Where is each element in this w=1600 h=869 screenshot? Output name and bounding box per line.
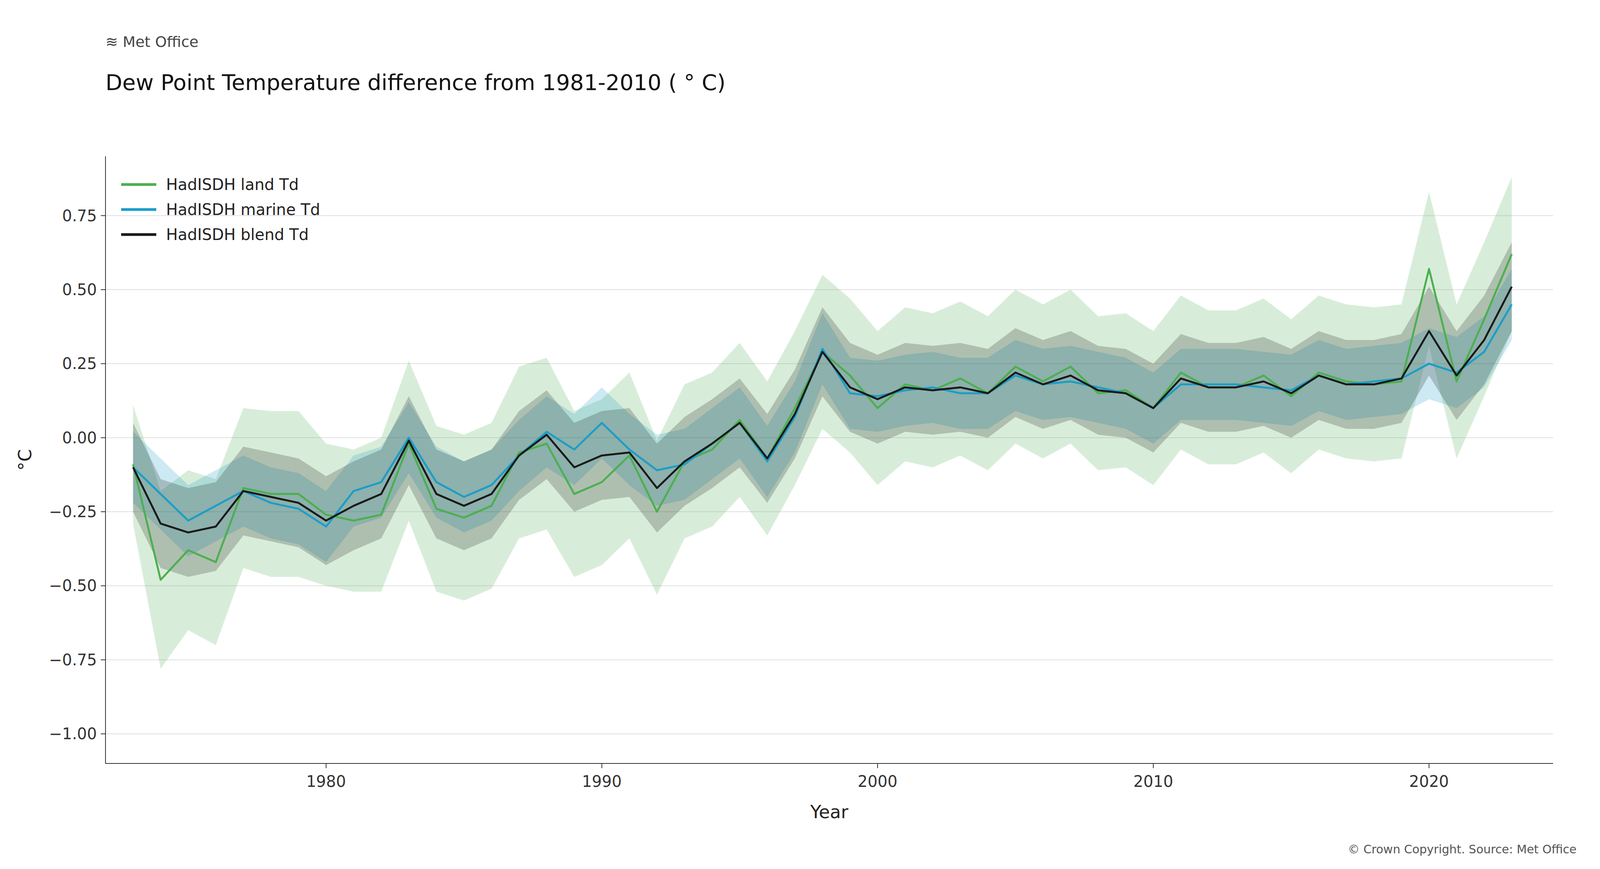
x-axis-line [105, 762, 1554, 764]
chart: ≋ Met Office Dew Point Temperature differ… [0, 0, 1600, 869]
legend-label: HadISDH marine Td [166, 200, 320, 219]
x-axis-label: Year [809, 800, 849, 823]
y-tick [100, 289, 106, 290]
grid-line [105, 584, 1554, 586]
y-tick-label: 0.00 [62, 428, 97, 447]
y-tick-label: 0.50 [62, 280, 97, 299]
y-tick [100, 732, 106, 734]
x-tick-label: 2000 [857, 772, 898, 791]
y-tick-label: −0.25 [48, 502, 97, 521]
y-tick-label: 0.25 [62, 354, 97, 373]
x-tick [1153, 763, 1154, 768]
legend-swatch [121, 208, 157, 211]
plot-data [133, 176, 1513, 669]
x-tick [325, 763, 327, 768]
legend-swatch [121, 183, 157, 186]
y-tick-label: −0.75 [48, 650, 97, 669]
legend: HadISDH land Td HadISDH marine Td HadISDH … [121, 175, 320, 244]
uncertainty-band [133, 176, 1513, 669]
legend-label: HadISDH blend Td [166, 225, 309, 244]
y-axis-label: °C [14, 448, 36, 471]
x-tick [877, 763, 878, 768]
y-axis-line [105, 156, 106, 764]
y-tick [100, 437, 106, 438]
copyright: © Crown Copyright. Source: Met Office [1347, 842, 1577, 856]
series-line [133, 286, 1513, 533]
x-tick [601, 763, 603, 768]
y-tick-label: 0.75 [62, 206, 97, 225]
y-tick-label: −0.50 [48, 576, 97, 595]
y-tick [100, 659, 106, 660]
x-tick-label: 2010 [1133, 772, 1174, 791]
x-tick-label: 1980 [306, 772, 347, 791]
series-line [133, 253, 1513, 580]
uncertainty-band [133, 242, 1513, 577]
legend-swatch [121, 233, 157, 236]
title: Dew Point Temperature difference from 19… [105, 69, 726, 95]
grid-line [105, 215, 1554, 217]
y-tick [100, 584, 106, 586]
axes: −1.00 −0.75 −0.50 −0.25 0.00 0.25 0.50 0.75 1980… [48, 156, 1554, 791]
y-tick [100, 215, 106, 217]
y-tick [100, 362, 106, 364]
grid-line [105, 659, 1554, 660]
series-line [133, 304, 1513, 527]
x-tick [1428, 763, 1430, 768]
x-tick-label: 1990 [581, 772, 622, 791]
x-tick-label: 2020 [1409, 772, 1450, 791]
y-tick [100, 511, 106, 512]
logo-text: ≋ Met Office [105, 33, 199, 51]
y-tick-label: −1.00 [48, 724, 97, 743]
grid-line [105, 732, 1554, 734]
legend-label: HadISDH land Td [166, 175, 299, 194]
